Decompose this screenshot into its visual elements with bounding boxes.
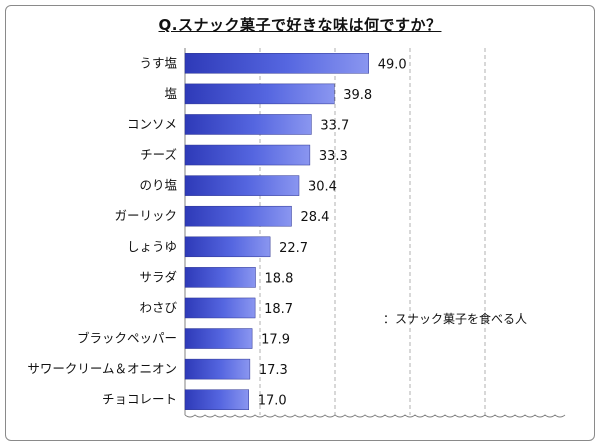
category-label: のり塩	[139, 178, 177, 193]
bar	[184, 236, 271, 258]
category-label: コンソメ	[127, 116, 177, 131]
bar	[184, 358, 251, 380]
value-labels: 49.0 39.8 33.7 33.3 30.4 28.4 22.7 18.8 18.7 17.9…	[258, 57, 407, 408]
value-label: 17.9	[261, 333, 290, 348]
bar	[184, 144, 311, 166]
value-label: 17.3	[259, 363, 288, 378]
bar	[184, 328, 253, 349]
x-axis-break	[184, 414, 566, 418]
value-label: 18.8	[265, 271, 294, 286]
category-label: ガーリック	[114, 208, 177, 223]
value-label: 28.4	[301, 210, 330, 225]
value-label: 17.0	[258, 394, 287, 409]
bar	[184, 267, 256, 288]
category-label: ブラックペッパー	[77, 331, 177, 346]
bar	[184, 205, 292, 227]
chart-title: Q.スナック菓子で好きな味は何ですか？	[158, 16, 442, 34]
bar	[184, 175, 300, 196]
chart-frame	[5, 5, 595, 441]
value-label: 33.7	[320, 118, 349, 133]
category-label: サラダ	[139, 269, 177, 284]
bar	[184, 53, 369, 74]
value-label: 22.7	[279, 241, 308, 256]
category-label: サワークリーム＆オニオン	[27, 361, 177, 376]
gridlines	[259, 48, 486, 415]
value-label: 18.7	[264, 302, 293, 317]
bar	[184, 389, 249, 410]
category-label: チーズ	[140, 147, 177, 162]
value-label: 39.8	[343, 88, 372, 103]
legend-note: ：スナック菓子を食べる人	[383, 311, 527, 326]
value-label: 33.3	[319, 149, 348, 164]
category-labels: うす塩塩コンソメチーズのり塩ガーリックしょうゆサラダわさびブラックペッパーサワー…	[27, 55, 177, 406]
category-label: 塩	[164, 86, 177, 101]
bars	[184, 53, 369, 410]
value-label: 49.0	[378, 57, 407, 72]
category-label: チョコレート	[102, 392, 177, 407]
bar	[184, 297, 256, 319]
value-label: 30.4	[308, 180, 337, 195]
bar	[184, 114, 312, 135]
category-label: しょうゆ	[127, 239, 177, 254]
axes	[184, 48, 566, 418]
category-label: うす塩	[139, 55, 177, 70]
bar	[184, 83, 335, 105]
category-label: わさび	[139, 300, 177, 315]
